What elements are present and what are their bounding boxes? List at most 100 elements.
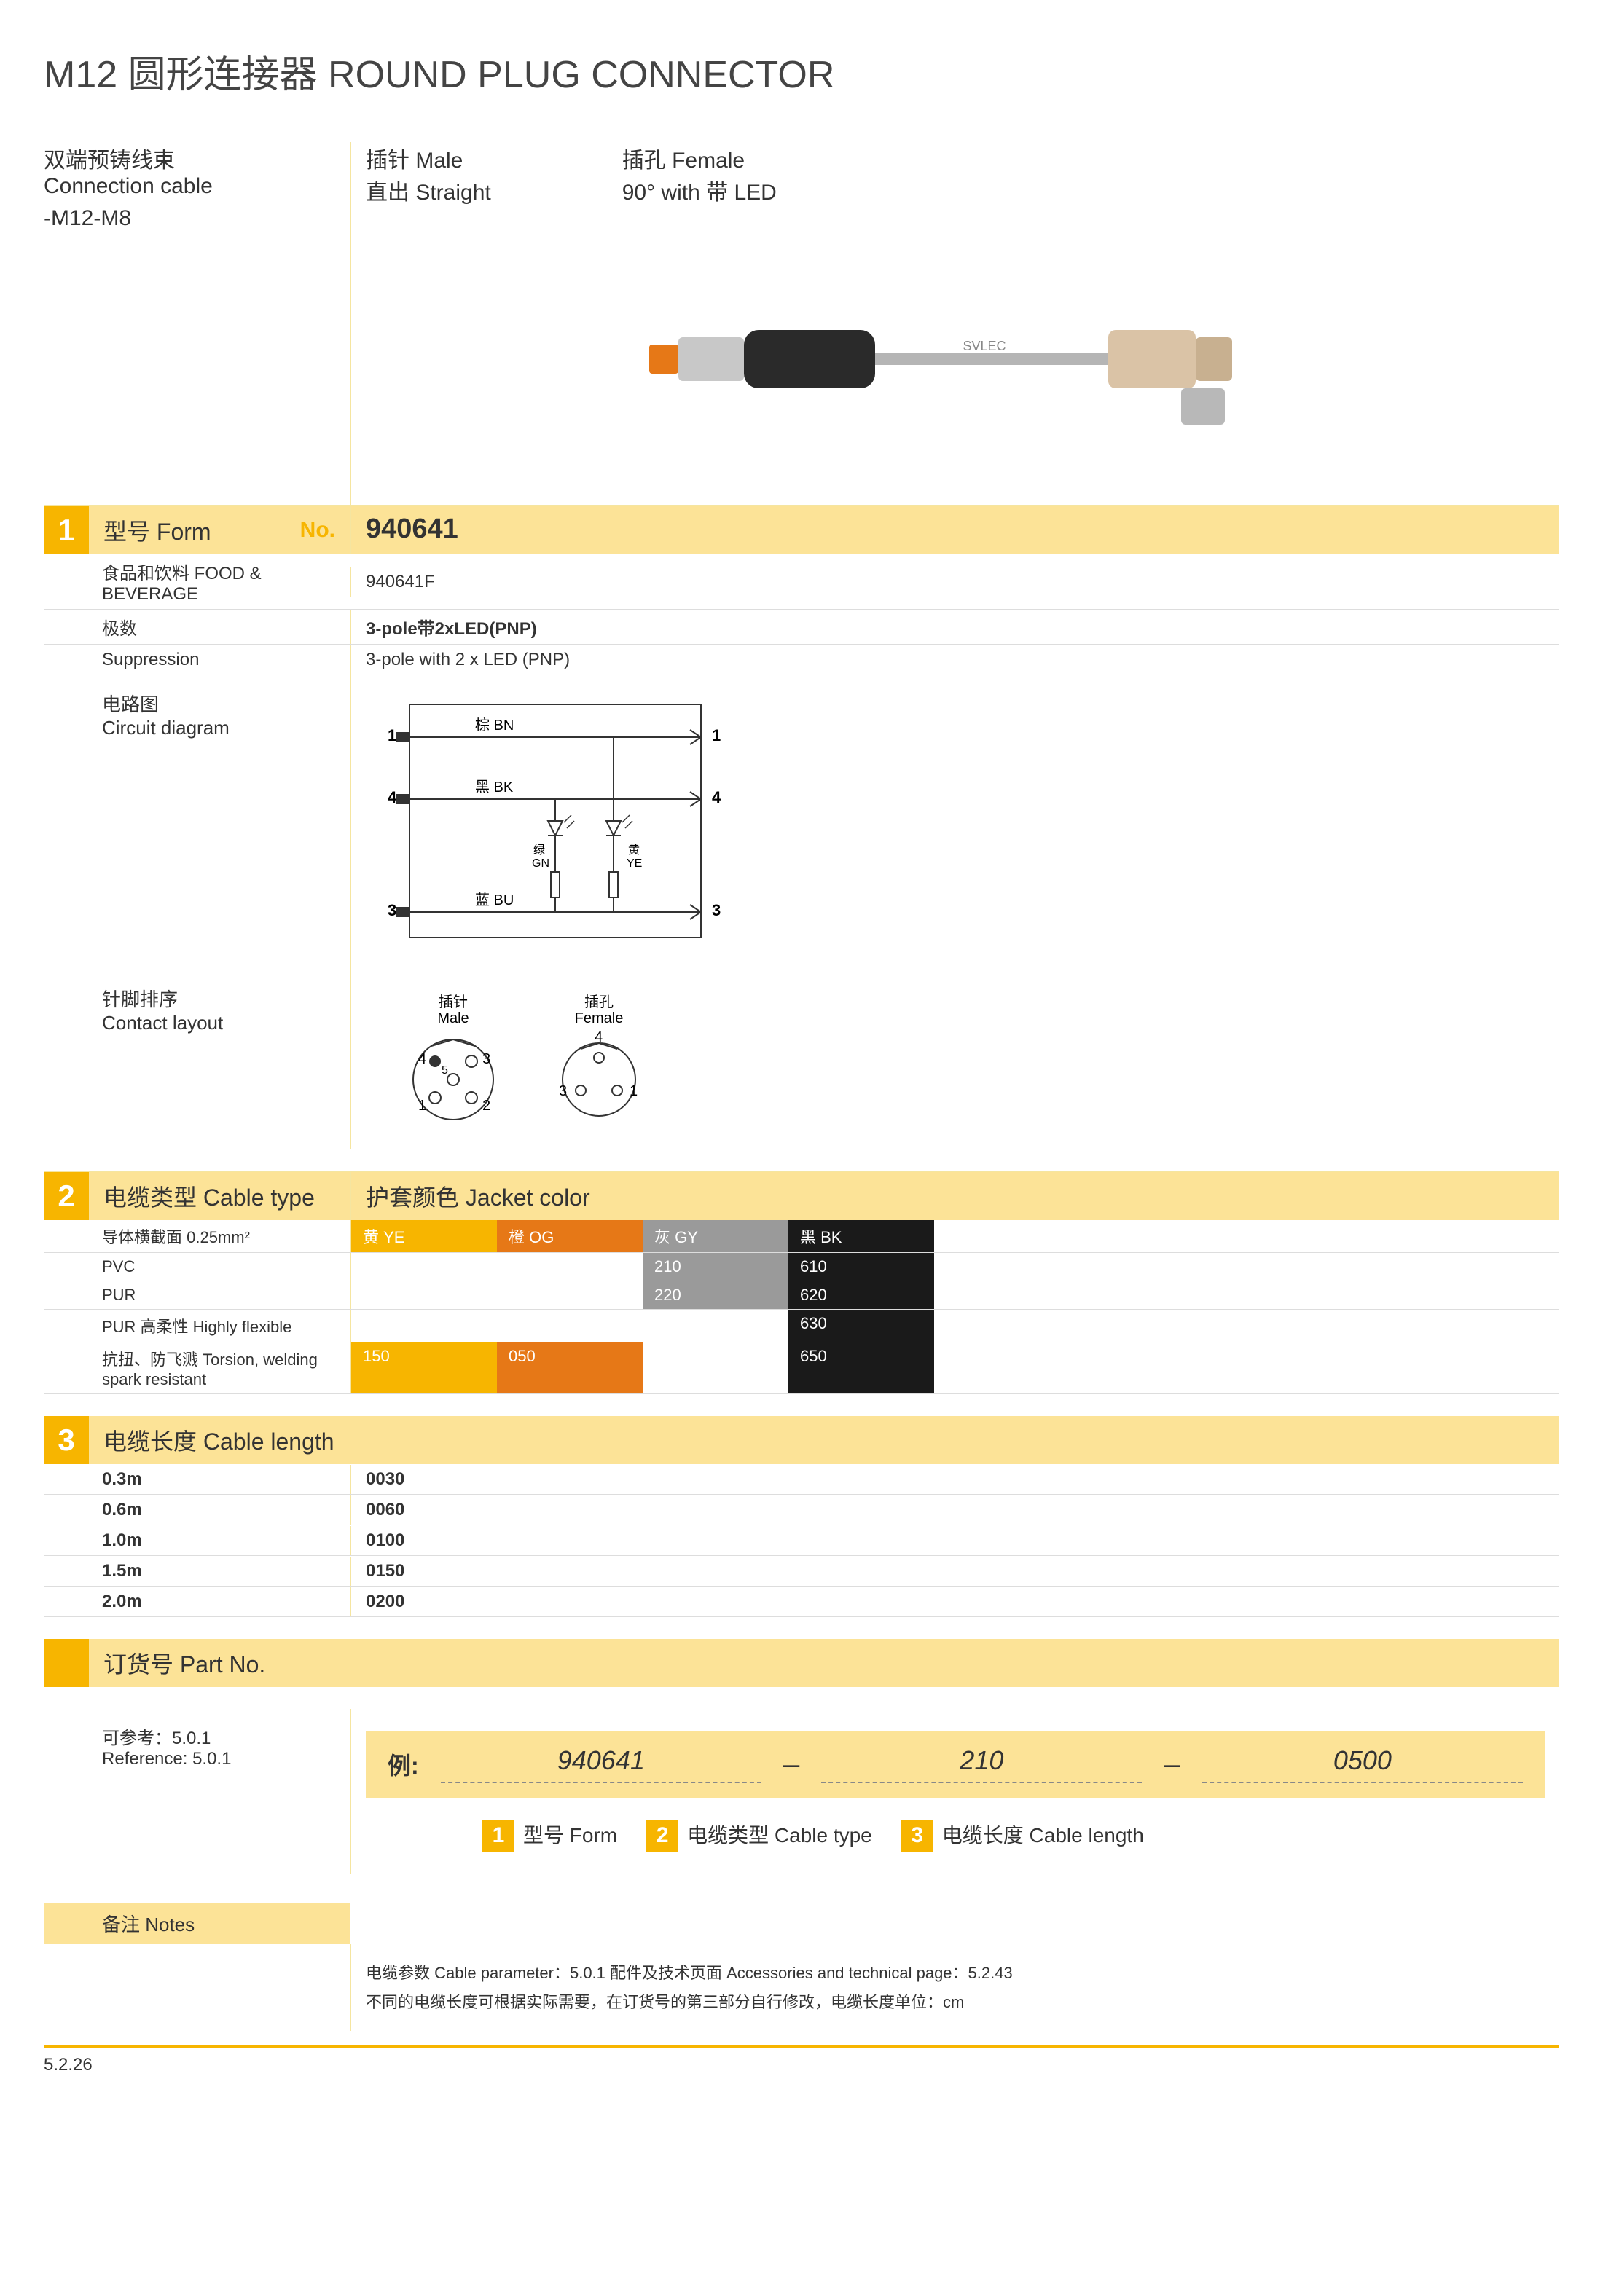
contact-layout-diagram: 插针 Male 4 3 5 1 2 插孔 Female 4 3 1 [366, 985, 694, 1131]
product-image: SVLEC [366, 235, 1559, 483]
cable-cell: 220 [643, 1281, 788, 1309]
cable-cell: 150 [351, 1342, 497, 1393]
length-label: 0.3m [44, 1465, 350, 1494]
example-field-3: 0500 [1202, 1745, 1523, 1783]
cable-type-label: PUR 高柔性 Highly flexible [44, 1310, 350, 1342]
cable-cell: 650 [788, 1342, 934, 1393]
length-code: 0060 [350, 1495, 1559, 1525]
section2-title-l: 电缆类型 Cable type [103, 1179, 315, 1213]
table-row: Suppression3-pole with 2 x LED (PNP) [44, 645, 1559, 675]
dash2: – [1164, 1748, 1180, 1781]
cable-type-label: PUR [44, 1281, 350, 1309]
table-row: 极数3-pole带2xLED(PNP) [44, 610, 1559, 645]
svg-text:3: 3 [388, 901, 396, 919]
svg-text:4: 4 [388, 788, 397, 806]
svg-text:蓝 BU: 蓝 BU [475, 892, 514, 908]
svg-text:YE: YE [627, 857, 642, 870]
section1-title: 型号 Form [103, 514, 211, 547]
legend-num: 2 [646, 1820, 678, 1852]
notes-line1: 电缆参数 Cable parameter：5.0.1 配件及技术页面 Acces… [366, 1959, 1545, 1988]
circuit-block: 电路图 Circuit diagram 1 1 棕 BN 4 4 黑 BK [44, 675, 1559, 970]
table-row: 2.0m0200 [44, 1587, 1559, 1617]
example-field-1: 940641 [441, 1745, 761, 1783]
cable-cell: 050 [497, 1342, 643, 1393]
spec-female: 插孔 Female [622, 142, 777, 174]
notes-body: 电缆参数 Cable parameter：5.0.1 配件及技术页面 Acces… [350, 1944, 1559, 2031]
section1-header: 1 型号 Form No. 940641 [44, 506, 1559, 554]
table-row: 0.3m0030 [44, 1464, 1559, 1495]
cable-cell [351, 1281, 497, 1309]
svg-text:3: 3 [559, 1083, 567, 1099]
length-code: 0200 [350, 1587, 1559, 1616]
cable-type-label: 抗扭、防飞溅 Torsion, welding spark resistant [44, 1342, 350, 1393]
header-left-en: Connection cable [44, 174, 350, 199]
row-label: 极数 [44, 610, 350, 644]
svg-text:绿: 绿 [533, 844, 545, 857]
svg-text:4: 4 [595, 1029, 603, 1045]
legend-text: 型号 Form [523, 1824, 617, 1847]
legend-item: 2 电缆类型 Cable type [646, 1820, 872, 1852]
example-label: 例: [388, 1747, 419, 1781]
cable-cell [351, 1253, 497, 1281]
section2-header: 2 电缆类型 Cable type 护套颜色 Jacket color [44, 1172, 1559, 1220]
color-header: 黄 YE [351, 1220, 497, 1252]
svg-text:Female: Female [575, 1010, 624, 1026]
legend-item: 1 型号 Form [482, 1820, 617, 1852]
circuit-cn: 电路图 [102, 690, 335, 717]
color-header: 黑 BK [788, 1220, 934, 1252]
legend-text: 电缆长度 Cable length [942, 1824, 1144, 1847]
legend-item: 3电缆长度 Cable length [901, 1820, 1144, 1852]
table-row: 1.5m0150 [44, 1556, 1559, 1587]
length-code: 0150 [350, 1557, 1559, 1586]
table-row: PUR220620 [44, 1281, 1559, 1310]
example-field-2: 210 [821, 1745, 1142, 1783]
section3-header: 3 电缆长度 Cable length [44, 1416, 1559, 1464]
cable-type-label: PVC [44, 1253, 350, 1281]
legend-num: 1 [482, 1820, 514, 1852]
partno-title: 订货号 Part No. [103, 1646, 265, 1680]
section2-title-r: 护套颜色 Jacket color [350, 1172, 1559, 1220]
svg-text:1: 1 [630, 1083, 638, 1099]
spec-90: 90° with 带 LED [622, 174, 777, 206]
partno-ref-en: Reference: 5.0.1 [102, 1749, 335, 1769]
color-header: 橙 OG [497, 1220, 643, 1252]
partno-block: 可参考：5.0.1 Reference: 5.0.1 例: 940641 – 2… [44, 1709, 1559, 1874]
length-label: 1.0m [44, 1526, 350, 1555]
svg-text:SVLEC: SVLEC [963, 339, 1006, 353]
svg-text:3: 3 [482, 1051, 490, 1067]
header-left-sub: -M12-M8 [44, 206, 350, 231]
length-label: 0.6m [44, 1495, 350, 1525]
svg-text:5: 5 [442, 1064, 448, 1077]
svg-text:棕 BN: 棕 BN [475, 717, 514, 734]
notes-title: 备注 Notes [44, 1903, 350, 1944]
svg-text:Male: Male [437, 1010, 469, 1026]
svg-text:插孔: 插孔 [584, 994, 614, 1010]
svg-text:2: 2 [482, 1098, 490, 1114]
svg-text:4: 4 [418, 1051, 426, 1067]
cable-cell [643, 1342, 788, 1393]
svg-text:插针: 插针 [439, 994, 468, 1010]
row-value: 940641F [350, 567, 1559, 597]
color-header: 灰 GY [643, 1220, 788, 1252]
svg-text:1: 1 [418, 1098, 426, 1114]
cable-cell: 630 [788, 1310, 934, 1342]
section3-title: 电缆长度 Cable length [103, 1423, 334, 1457]
svg-text:黄: 黄 [628, 844, 640, 857]
legend-text: 电缆类型 Cable type [687, 1824, 872, 1847]
length-code: 0100 [350, 1526, 1559, 1555]
circuit-diagram: 1 1 棕 BN 4 4 黑 BK 3 3 蓝 BU [366, 690, 745, 952]
cable-header-row: 导体横截面 0.25mm² 黄 YE橙 OG灰 GY黑 BK [44, 1220, 1559, 1253]
section3-num: 3 [44, 1416, 89, 1464]
cable-cell [497, 1253, 643, 1281]
svg-text:1: 1 [712, 726, 721, 744]
svg-text:1: 1 [388, 726, 396, 744]
section1-no-label: No. [300, 518, 335, 543]
row-value: 3-pole with 2 x LED (PNP) [350, 645, 1559, 675]
length-label: 1.5m [44, 1557, 350, 1586]
spec-male: 插针 Male [366, 142, 491, 174]
dash1: – [783, 1748, 799, 1781]
table-row: 抗扭、防飞溅 Torsion, welding spark resistant1… [44, 1342, 1559, 1394]
table-row: PVC210610 [44, 1253, 1559, 1281]
page-title: M12 圆形连接器 ROUND PLUG CONNECTOR [44, 44, 1559, 98]
contact-cn: 针脚排序 [102, 985, 335, 1012]
